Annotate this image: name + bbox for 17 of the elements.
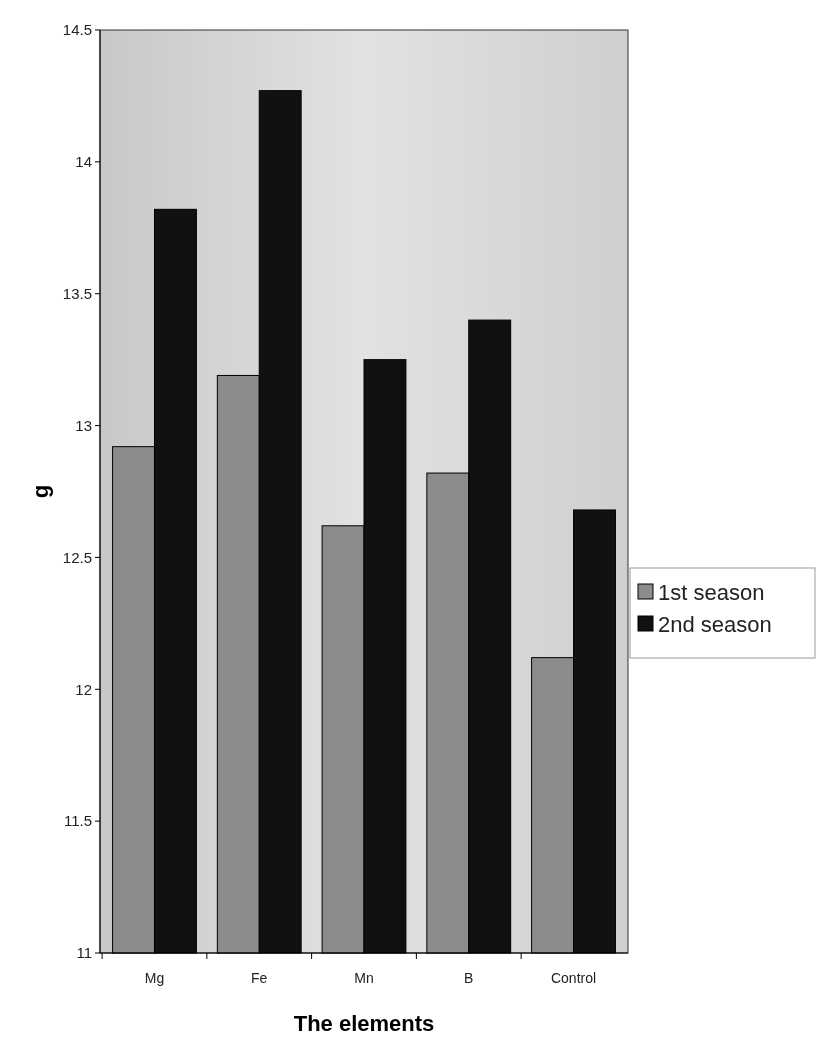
y-tick-label: 13 [75,416,92,434]
x-tick-label: B [464,970,474,986]
y-tick-label: 14.5 [62,21,92,39]
y-tick-label: 11 [76,944,92,962]
y-tick-label: 12 [75,680,92,698]
x-tick-label: Mn [354,970,374,986]
y-tick-label: 13.5 [62,284,92,302]
legend-label: 2nd season [658,611,772,637]
x-tick-label: Control [550,970,597,986]
legend-label: 1st season [658,579,765,605]
x-axis-title: The elements [293,1011,435,1036]
y-tick-label: 14 [75,153,92,171]
y-tick-label: 11.5 [63,812,92,830]
x-tick-label: Mg [144,970,165,986]
x-tick-label: Fe [251,970,268,986]
y-tick-label: 12.5 [62,548,92,566]
y-axis-title: g [28,484,53,499]
